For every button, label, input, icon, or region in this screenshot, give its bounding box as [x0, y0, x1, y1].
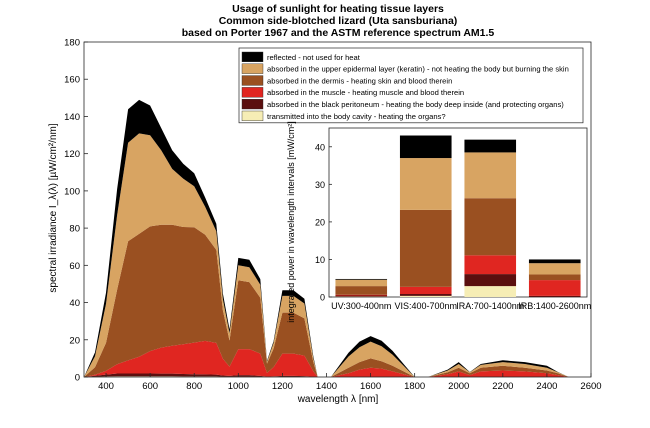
inset-bar-segment-peritoneum [529, 296, 581, 297]
x-tick-label: 600 [142, 381, 158, 392]
inset-y-tick-label: 30 [315, 180, 325, 190]
inset-y-axis-label: integrated power in wavelength intervals… [286, 121, 296, 323]
legend-label-transmitted: transmitted into the body cavity - heati… [267, 112, 446, 121]
inset-bar-segment-peritoneum [335, 295, 387, 296]
inset-y-tick-label: 40 [315, 142, 325, 152]
inset-bar-segment-dermis [529, 274, 581, 280]
y-tick-label: 120 [64, 149, 80, 160]
y-tick-label: 140 [64, 112, 80, 123]
legend-swatch-dermis [242, 76, 263, 86]
inset-bar-segment-peritoneum [464, 274, 516, 286]
inset-y-tick-label: 10 [315, 255, 325, 265]
inset-bar-segment-peritoneum [400, 294, 452, 296]
x-tick-label: 800 [186, 381, 202, 392]
inset-category-label: UV:300-400nm [331, 301, 391, 311]
legend-swatch-epidermis [242, 64, 263, 74]
legend-label-dermis: absorbed in the dermis - heating skin an… [267, 76, 452, 85]
x-tick-label: 2400 [536, 381, 557, 392]
x-tick-label: 400 [98, 381, 114, 392]
x-tick-label: 1200 [272, 381, 293, 392]
inset-bar-segment-reflected [335, 279, 387, 280]
y-tick-label: 40 [69, 298, 80, 309]
x-axis-label: wavelength λ [nm] [297, 394, 379, 405]
y-tick-label: 20 [69, 335, 80, 346]
x-tick-label: 1800 [404, 381, 425, 392]
inset-bar-segment-dermis [464, 198, 516, 255]
inset-bar-segment-muscle [400, 287, 452, 294]
y-tick-label: 0 [75, 373, 80, 384]
legend-label-muscle: absorbed in the muscle - heating muscle … [267, 88, 464, 97]
inset-bar-segment-reflected [400, 136, 452, 159]
inset-bar-segment-dermis [400, 210, 452, 287]
legend-swatch-transmitted [242, 111, 263, 121]
inset-bar-segment-transmitted [464, 286, 516, 297]
inset-category-label: VIS:400-700nm [394, 301, 457, 311]
inset-y-tick-label: 20 [315, 217, 325, 227]
legend-swatch-reflected [242, 52, 263, 62]
x-tick-label: 2000 [448, 381, 469, 392]
title-line-1: Usage of sunlight for heating tissue lay… [232, 3, 444, 15]
y-tick-label: 180 [64, 38, 80, 49]
inset-category-label: IRA:700-1400nm [456, 301, 524, 311]
legend: reflected - not used for heat absorbed in… [239, 48, 583, 123]
legend-swatch-peritoneum [242, 99, 263, 109]
inset-bar-segment-epidermis [464, 152, 516, 198]
legend-label-reflected: reflected - not used for heat [267, 53, 361, 62]
x-tick-label: 2200 [492, 381, 513, 392]
inset-category-label: IRB:1400-2600nm [518, 301, 591, 311]
y-tick-label: 100 [64, 186, 80, 197]
inset-y-tick-label: 0 [320, 293, 325, 303]
y-axis-label: spectral irradiance I_λ(λ) [µW/cm²/nm] [48, 123, 59, 292]
x-tick-label: 1600 [360, 381, 381, 392]
legend-label-peritoneum: absorbed in the black peritoneum - heati… [267, 100, 564, 109]
inset-bar-segment-muscle [464, 255, 516, 274]
inset-bar-segment-muscle [529, 280, 581, 296]
inset-bar-segment-reflected [464, 140, 516, 153]
x-tick-label: 1400 [316, 381, 337, 392]
y-tick-label: 160 [64, 75, 80, 86]
y-tick-label: 80 [69, 224, 80, 235]
y-tick-label: 60 [69, 261, 80, 272]
inset-bar-segment-epidermis [335, 280, 387, 286]
legend-swatch-muscle [242, 87, 263, 97]
x-tick-label: 1000 [228, 381, 249, 392]
x-tick-label: 2600 [580, 381, 601, 392]
inset-bar-segment-epidermis [400, 158, 452, 210]
inset-bar-segment-dermis [335, 286, 387, 295]
inset-bar-segment-muscle [335, 295, 387, 296]
inset-bar-segment-epidermis [529, 263, 581, 274]
inset-bar-segment-reflected [529, 259, 581, 263]
legend-label-epidermis: absorbed in the upper epidermal layer (k… [267, 65, 569, 74]
inset-bar-segment-transmitted [400, 296, 452, 297]
title-line-2: Common side-blotched lizard (Uta sansbur… [219, 15, 458, 27]
title-line-3: based on Porter 1967 and the ASTM refere… [182, 27, 495, 39]
